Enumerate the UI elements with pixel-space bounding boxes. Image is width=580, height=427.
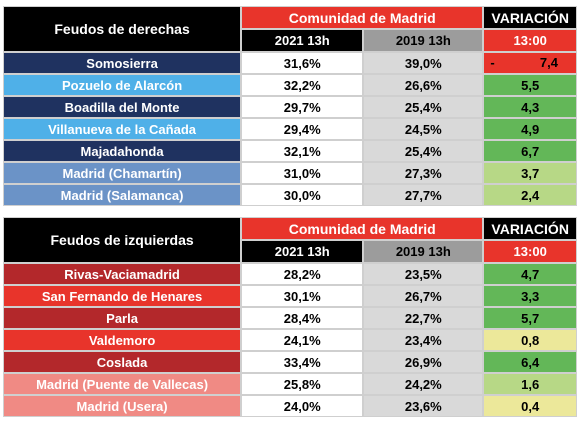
municipality-name: Majadahonda (3, 140, 242, 162)
comunidad-header: Comunidad de Madrid (241, 217, 484, 240)
turnout-2019-cell: 23,5% (363, 263, 484, 285)
table-row: Madrid (Puente de Vallecas) 25,8% 24,2% 1,6 (3, 373, 577, 395)
table-body-izquierdas: Rivas-Vaciamadrid 28,2% 23,5% 4,7 San Fernan… (3, 263, 577, 417)
municipality-name: Madrid (Chamartín) (3, 162, 242, 184)
panel-derechas: Feudos de derechas Comunidad de Madrid V… (3, 6, 577, 206)
table-row: Somosierra 31,6% 39,0% - 7,4 (3, 52, 577, 74)
turnout-2021-cell: 25,8% (241, 373, 364, 395)
turnout-2019-cell: 27,7% (363, 184, 484, 206)
table-izquierdas: Feudos de izquierdas Comunidad de Madrid… (3, 217, 577, 417)
turnout-2019-cell: 23,6% (363, 395, 484, 417)
turnout-2019-cell: 24,2% (363, 373, 484, 395)
table-title: Feudos de derechas (3, 6, 242, 52)
turnout-2021-cell: 33,4% (241, 351, 364, 373)
turnout-2021-cell: 28,4% (241, 307, 364, 329)
turnout-2019-cell: 27,3% (363, 162, 484, 184)
municipality-name: Madrid (Usera) (3, 395, 242, 417)
col-2019-header: 2019 13h (363, 240, 484, 263)
table-row: Majadahonda 32,1% 25,4% 6,7 (3, 140, 577, 162)
variation-cell: 4,7 (483, 263, 577, 285)
variation-cell: 0,4 (483, 395, 577, 417)
turnout-2021-cell: 31,0% (241, 162, 364, 184)
variation-value: 7,4 (539, 55, 558, 70)
turnout-2019-cell: 26,9% (363, 351, 484, 373)
turnout-2021-cell: 28,2% (241, 263, 364, 285)
turnout-2019-cell: 24,5% (363, 118, 484, 140)
variation-cell: 3,7 (483, 162, 577, 184)
turnout-2021-cell: 30,0% (241, 184, 364, 206)
table-row: Villanueva de la Cañada 29,4% 24,5% 4,9 (3, 118, 577, 140)
turnout-2021-cell: 32,1% (241, 140, 364, 162)
turnout-2019-cell: 26,7% (363, 285, 484, 307)
municipality-name: Villanueva de la Cañada (3, 118, 242, 140)
panel-izquierdas: Feudos de izquierdas Comunidad de Madrid… (3, 217, 577, 417)
table-row: Madrid (Chamartín) 31,0% 27,3% 3,7 (3, 162, 577, 184)
turnout-2021-cell: 31,6% (241, 52, 364, 74)
turnout-2021-cell: 29,7% (241, 96, 364, 118)
turnout-2021-cell: 24,1% (241, 329, 364, 351)
municipality-name: Pozuelo de Alarcón (3, 74, 242, 96)
table-row: Parla 28,4% 22,7% 5,7 (3, 307, 577, 329)
table-row: Rivas-Vaciamadrid 28,2% 23,5% 4,7 (3, 263, 577, 285)
municipality-name: Somosierra (3, 52, 242, 74)
table-row: Valdemoro 24,1% 23,4% 0,8 (3, 329, 577, 351)
municipality-name: Boadilla del Monte (3, 96, 242, 118)
variation-cell: 4,9 (483, 118, 577, 140)
turnout-2021-cell: 24,0% (241, 395, 364, 417)
turnout-2019-cell: 22,7% (363, 307, 484, 329)
table-row: Madrid (Salamanca) 30,0% 27,7% 2,4 (3, 184, 577, 206)
table-derechas: Feudos de derechas Comunidad de Madrid V… (3, 6, 577, 206)
municipality-name: Valdemoro (3, 329, 242, 351)
turnout-2021-cell: 32,2% (241, 74, 364, 96)
variation-cell: - 7,4 (483, 52, 577, 74)
variation-cell: 2,4 (483, 184, 577, 206)
table-row: Boadilla del Monte 29,7% 25,4% 4,3 (3, 96, 577, 118)
comunidad-header: Comunidad de Madrid (241, 6, 484, 29)
col-2021-header: 2021 13h (241, 240, 364, 263)
turnout-2019-cell: 23,4% (363, 329, 484, 351)
municipality-name: Parla (3, 307, 242, 329)
negative-sign: - (490, 55, 495, 70)
turnout-2021-cell: 29,4% (241, 118, 364, 140)
municipality-name: Madrid (Salamanca) (3, 184, 242, 206)
col-2021-header: 2021 13h (241, 29, 364, 52)
variacion-header: VARIACIÓN (483, 6, 577, 29)
municipality-name: Coslada (3, 351, 242, 373)
table-row: Coslada 33,4% 26,9% 6,4 (3, 351, 577, 373)
turnout-2019-cell: 39,0% (363, 52, 484, 74)
variation-cell: 6,7 (483, 140, 577, 162)
table-row: San Fernando de Henares 30,1% 26,7% 3,3 (3, 285, 577, 307)
variacion-header: VARIACIÓN (483, 217, 577, 240)
variation-cell: 1,6 (483, 373, 577, 395)
variation-cell: 0,8 (483, 329, 577, 351)
table-row: Madrid (Usera) 24,0% 23,6% 0,4 (3, 395, 577, 417)
variation-cell: 5,5 (483, 74, 577, 96)
municipality-name: San Fernando de Henares (3, 285, 242, 307)
variation-cell: 6,4 (483, 351, 577, 373)
turnout-2019-cell: 25,4% (363, 140, 484, 162)
turnout-2021-cell: 30,1% (241, 285, 364, 307)
variation-cell: 4,3 (483, 96, 577, 118)
col-2019-header: 2019 13h (363, 29, 484, 52)
variation-cell: 5,7 (483, 307, 577, 329)
municipality-name: Madrid (Puente de Vallecas) (3, 373, 242, 395)
col-1300-header: 13:00 (483, 29, 577, 52)
variation-cell: 3,3 (483, 285, 577, 307)
table-row: Pozuelo de Alarcón 32,2% 26,6% 5,5 (3, 74, 577, 96)
turnout-2019-cell: 26,6% (363, 74, 484, 96)
table-title: Feudos de izquierdas (3, 217, 242, 263)
turnout-2019-cell: 25,4% (363, 96, 484, 118)
table-body-derechas: Somosierra 31,6% 39,0% - 7,4 Pozuelo de Alarc… (3, 52, 577, 206)
col-1300-header: 13:00 (483, 240, 577, 263)
municipality-name: Rivas-Vaciamadrid (3, 263, 242, 285)
